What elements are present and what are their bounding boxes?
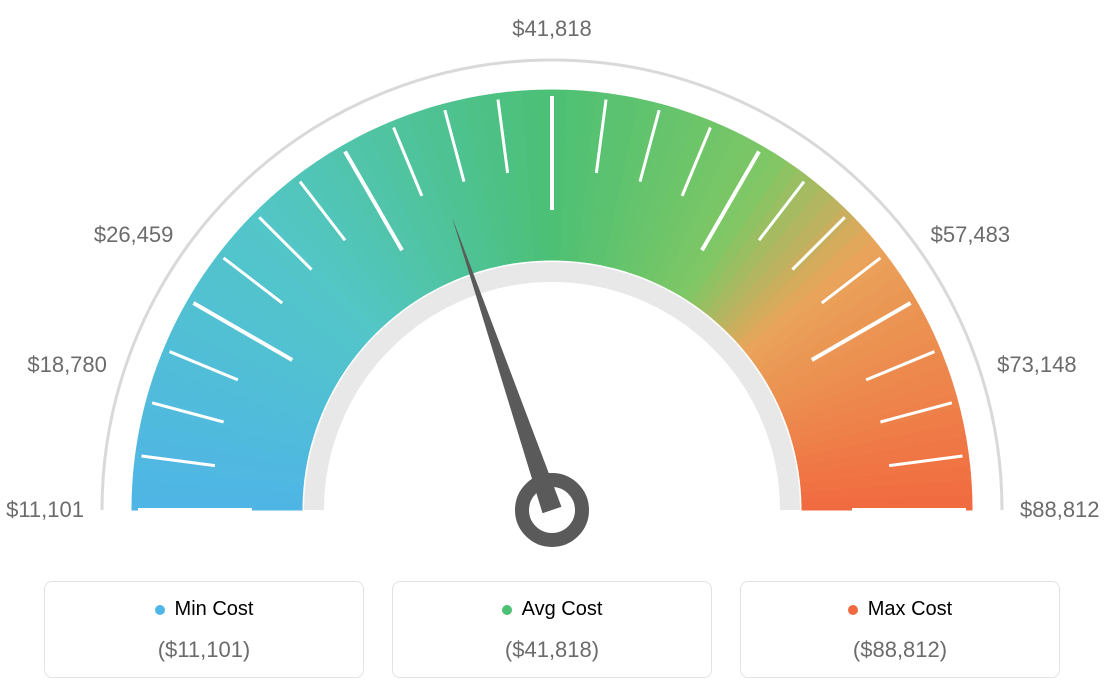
legend-avg-title: Avg Cost — [502, 598, 603, 621]
legend-row: Min Cost ($11,101) Avg Cost ($41,818) Ma… — [0, 581, 1104, 678]
gauge-scale-label: $11,101 — [6, 497, 84, 523]
gauge-scale-label: $18,780 — [27, 352, 107, 378]
gauge-scale-label: $41,818 — [512, 16, 592, 42]
gauge-scale-label: $73,148 — [997, 352, 1077, 378]
legend-min-value: ($11,101) — [55, 637, 353, 663]
gauge-scale-label: $88,812 — [1020, 497, 1100, 523]
legend-max-card: Max Cost ($88,812) — [740, 581, 1060, 678]
gauge-scale-label: $57,483 — [931, 222, 1011, 248]
legend-max-value: ($88,812) — [751, 637, 1049, 663]
legend-min-title: Min Cost — [155, 598, 254, 621]
legend-max-title: Max Cost — [848, 598, 952, 621]
dot-icon — [848, 605, 858, 615]
legend-min-label: Min Cost — [175, 598, 254, 621]
dot-icon — [155, 605, 165, 615]
legend-avg-card: Avg Cost ($41,818) — [392, 581, 712, 678]
legend-avg-label: Avg Cost — [522, 598, 603, 621]
legend-min-card: Min Cost ($11,101) — [44, 581, 364, 678]
gauge-scale-label: $26,459 — [94, 222, 174, 248]
dot-icon — [502, 605, 512, 615]
cost-gauge: $11,101 $18,780 $26,459 $41,818 $57,483 $73,1… — [0, 0, 1104, 560]
legend-avg-value: ($41,818) — [403, 637, 701, 663]
legend-max-label: Max Cost — [868, 598, 952, 621]
